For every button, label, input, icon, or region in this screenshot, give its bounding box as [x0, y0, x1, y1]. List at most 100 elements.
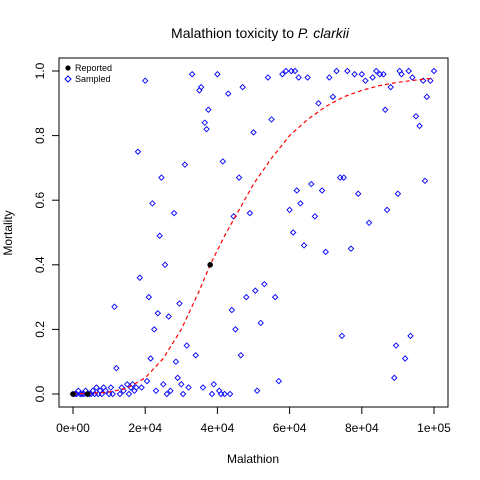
sampled-point	[243, 293, 250, 301]
sampled-point	[154, 310, 162, 317]
sampled-point	[152, 387, 160, 395]
reported-point	[70, 391, 76, 397]
sampled-point	[165, 313, 172, 320]
x-tick-label: 0e+00	[56, 421, 90, 435]
sampled-point	[237, 352, 245, 359]
sampled-point	[423, 93, 431, 101]
sampled-point	[261, 280, 268, 288]
sampled-point	[257, 319, 264, 327]
sampled-point	[362, 77, 369, 84]
sampled-point	[160, 381, 167, 388]
legend: Reported Sampled	[64, 63, 112, 84]
sampled-point	[318, 187, 326, 194]
sampled-point	[380, 70, 387, 78]
sampled-point	[387, 83, 394, 91]
sampled-point	[293, 187, 301, 194]
sampled-point	[369, 74, 376, 81]
sampled-point	[123, 381, 131, 388]
x-axis-label: Malathion	[227, 452, 279, 466]
sampled-point	[174, 374, 181, 382]
legend-reported-label: Reported	[75, 63, 112, 73]
fit-curve	[72, 77, 435, 395]
sampled-point	[347, 245, 355, 252]
sampled-point	[427, 77, 434, 84]
sampled-point	[279, 70, 286, 78]
sampled-point	[253, 387, 261, 395]
sampled-point	[199, 384, 207, 391]
sampled-point	[125, 390, 133, 398]
sampled-point	[394, 190, 402, 197]
sampled-point	[183, 342, 190, 349]
sampled-point	[150, 326, 158, 333]
sampled-point	[235, 174, 243, 181]
sampled-point	[98, 390, 106, 398]
sampled-point	[132, 384, 140, 391]
sampled-point	[141, 77, 149, 84]
sampled-point	[282, 67, 290, 75]
x-tick-label: 8e+04	[345, 421, 379, 435]
x-axis: 0e+00 2e+04 4e+04 6e+04 8e+04 1e+05	[56, 406, 451, 435]
sampled-point	[351, 70, 358, 78]
sampled-point	[161, 261, 169, 269]
sampled-point	[116, 390, 124, 398]
sampled-point	[250, 129, 257, 136]
sampled-point	[201, 119, 209, 126]
sampled-point	[322, 248, 329, 256]
sampled-point	[401, 355, 409, 362]
sampled-point	[392, 342, 400, 349]
sampled-point	[252, 287, 259, 294]
y-axis: 0.0 0.2 0.4 0.6 0.8 1.0	[33, 62, 60, 402]
sampled-point	[111, 303, 118, 311]
sampled-point	[219, 158, 227, 165]
sampled-point	[163, 390, 171, 398]
sampled-point	[264, 74, 272, 81]
reported-point	[84, 391, 91, 397]
sampled-point	[145, 293, 153, 301]
sampled-point	[416, 122, 423, 130]
sampled-point	[354, 190, 362, 197]
sampled-point	[181, 161, 189, 168]
sampled-point	[136, 274, 144, 281]
y-axis-label: Mortality	[1, 210, 15, 255]
sampled-point	[391, 374, 398, 382]
sampled-point	[246, 209, 254, 217]
legend-sampled-label: Sampled	[75, 74, 111, 84]
sampled-point	[167, 387, 174, 395]
sampled-point	[340, 174, 347, 181]
sampled-point	[179, 390, 187, 398]
sampled-point	[297, 200, 304, 207]
y-tick-label: 0.8	[33, 127, 47, 144]
y-tick-label: 0.6	[33, 192, 47, 209]
sampled-point	[149, 200, 156, 207]
sampled-point	[192, 352, 199, 359]
y-tick-label: 0.2	[33, 321, 47, 338]
sampled-point	[109, 390, 116, 398]
sampled-point	[291, 67, 299, 75]
legend-reported-marker	[65, 65, 71, 71]
sampled-point	[333, 67, 340, 75]
sampled-point	[407, 332, 414, 340]
sampled-point	[221, 390, 228, 398]
sampled-point	[398, 70, 405, 78]
sampled-point	[382, 106, 389, 113]
sampled-point	[203, 125, 210, 133]
sampled-point	[176, 300, 183, 307]
sampled-point	[210, 381, 218, 388]
sampled-point	[147, 355, 154, 362]
sampled-point	[170, 209, 178, 217]
sampled-point	[326, 74, 333, 81]
sampled-point	[289, 229, 297, 236]
x-tick-label: 6e+04	[273, 421, 307, 435]
sampled-point	[383, 206, 391, 214]
x-tick-label: 2e+04	[128, 421, 162, 435]
reported-point	[207, 262, 213, 268]
sampled-point	[315, 100, 322, 107]
sampled-point	[158, 174, 165, 181]
sampled-point	[275, 377, 283, 385]
sampled-point	[228, 306, 236, 314]
reported-series	[70, 262, 213, 397]
sampled-point	[138, 384, 145, 391]
sampled-point	[311, 213, 319, 220]
